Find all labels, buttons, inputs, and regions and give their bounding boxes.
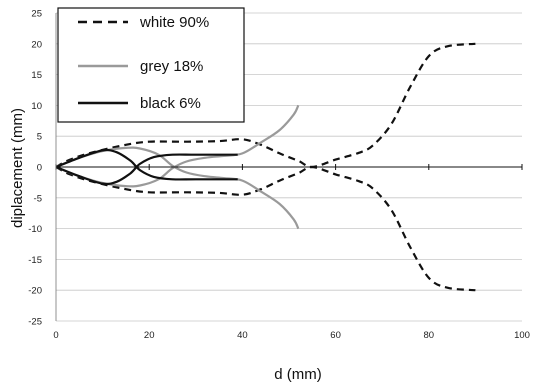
x-tick-label: 100: [514, 330, 530, 341]
x-tick-label: 20: [144, 330, 155, 341]
y-tick-label: -10: [28, 224, 42, 235]
y-tick-label: -15: [28, 255, 42, 266]
y-tick-label: -20: [28, 286, 42, 297]
x-tick-label: 0: [53, 330, 58, 341]
legend: white 90% grey 18% black 6%: [57, 7, 245, 123]
y-tick-label: -25: [28, 317, 42, 328]
series-line-0-branch-0: [55, 42, 476, 169]
y-tick-label: -5: [34, 193, 42, 204]
y-tick-label: 0: [37, 163, 42, 174]
series-line-2-branch-1: [55, 153, 238, 186]
y-tick-label: 20: [31, 39, 42, 50]
series-lines: [55, 42, 476, 292]
y-tick-label: 5: [37, 132, 42, 143]
y-tick-label: 25: [31, 9, 42, 20]
legend-label-black: black 6%: [140, 95, 201, 112]
legend-label-grey: grey 18%: [140, 58, 203, 75]
series-line-2-branch-0: [55, 148, 238, 181]
series-line-0-branch-1: [55, 165, 476, 292]
y-axis-title: diplacement (mm): [9, 108, 26, 228]
y-tick-label: 15: [31, 70, 42, 81]
y-tick-label: 10: [31, 101, 42, 112]
legend-label-white: white 90%: [139, 14, 209, 31]
x-tick-label: 40: [237, 330, 248, 341]
x-tick-label: 60: [330, 330, 341, 341]
x-axis-title: d (mm): [274, 366, 322, 383]
x-tick-label: 80: [424, 330, 435, 341]
